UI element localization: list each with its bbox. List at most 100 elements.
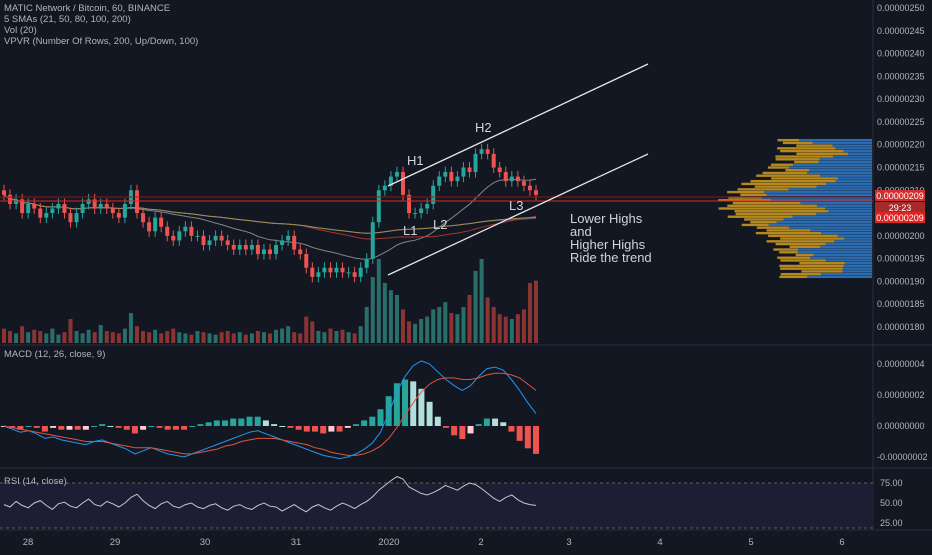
price-tick-label: 0.00000225 bbox=[877, 117, 925, 127]
vpvr-up-bar bbox=[820, 174, 872, 177]
vpvr-down-bar bbox=[770, 163, 794, 166]
candle-body bbox=[473, 153, 478, 173]
annotation-note-line-1[interactable]: Lower Highs bbox=[570, 211, 643, 226]
channel-upper-line[interactable] bbox=[387, 63, 649, 187]
volume-bar bbox=[521, 309, 526, 343]
candle-body bbox=[26, 203, 31, 214]
vpvr-up-bar bbox=[843, 149, 872, 153]
macd-histogram-bar bbox=[197, 424, 204, 426]
volume-bar bbox=[20, 326, 25, 343]
candle-body bbox=[527, 185, 532, 191]
volume-bar bbox=[280, 328, 285, 343]
volume-bar bbox=[110, 332, 115, 343]
vpvr-down-bar bbox=[756, 226, 790, 229]
sma-line bbox=[3, 194, 537, 234]
symbol-title[interactable]: MATIC Network / Bitcoin, 60, BINANCE bbox=[4, 3, 171, 14]
candle-body bbox=[503, 172, 508, 182]
volume-bar bbox=[534, 280, 538, 343]
vpvr-down-bar bbox=[779, 251, 798, 254]
volume-bar bbox=[225, 331, 230, 343]
volume-bar bbox=[346, 332, 351, 343]
rsi-panel[interactable] bbox=[3, 476, 537, 513]
vpvr-up-bar bbox=[766, 193, 872, 197]
volume-bar bbox=[358, 326, 363, 343]
candlesticks bbox=[2, 143, 538, 283]
vpvr-down-bar bbox=[754, 185, 817, 188]
vpvr-up-bar bbox=[816, 204, 872, 207]
volume-bar bbox=[328, 328, 333, 343]
volume-bar bbox=[509, 319, 514, 343]
vpvr-down-bar bbox=[779, 275, 808, 279]
time-tick-label: 5 bbox=[748, 537, 753, 548]
macd-tick-label: 0.00000002 bbox=[877, 390, 925, 400]
volume-bar bbox=[473, 271, 478, 343]
annotation-h1[interactable]: H1 bbox=[407, 153, 424, 168]
price-tick-label: 0.00000250 bbox=[877, 3, 925, 13]
vpvr-down-bar bbox=[740, 193, 767, 197]
macd-label[interactable]: MACD (12, 26, close, 9) bbox=[4, 349, 106, 360]
annotation-note-line-2[interactable]: and bbox=[570, 224, 592, 239]
candle-body bbox=[413, 213, 418, 215]
vpvr-up-bar bbox=[820, 245, 872, 248]
macd-panel[interactable] bbox=[1, 360, 539, 460]
vpvr-down-bar bbox=[728, 196, 762, 199]
candle-body bbox=[147, 222, 152, 232]
vpvr-up-bar bbox=[842, 270, 872, 273]
vpvr-down-bar bbox=[727, 190, 765, 194]
volume-bar bbox=[340, 329, 345, 343]
volume-bar bbox=[201, 332, 206, 343]
volume-bar bbox=[26, 332, 31, 343]
candle-body bbox=[50, 208, 55, 214]
candle-body bbox=[189, 226, 194, 236]
annotation-note-line-3[interactable]: Higher Highs bbox=[570, 237, 646, 252]
candle-body bbox=[237, 244, 242, 250]
volume-bar bbox=[304, 316, 309, 343]
annotation-note-line-4[interactable]: Ride the trend bbox=[570, 250, 652, 265]
volume-bar bbox=[407, 321, 412, 343]
candle-body bbox=[497, 167, 502, 173]
macd-histogram-bar bbox=[99, 424, 106, 426]
annotation-l1[interactable]: L1 bbox=[403, 223, 417, 238]
rsi-label[interactable]: RSI (14, close) bbox=[4, 476, 67, 487]
indicator-vpvr-label[interactable]: VPVR (Number Of Rows, 200, Up/Down, 100) bbox=[4, 36, 199, 47]
macd-histogram-bar bbox=[418, 388, 425, 426]
vpvr-down-bar bbox=[780, 237, 845, 240]
macd-histogram-bar bbox=[17, 426, 24, 430]
candle-body bbox=[165, 226, 170, 236]
time-axis[interactable]: 28 29 30 31 2020 2 3 4 5 6 bbox=[23, 537, 845, 548]
candle-body bbox=[141, 213, 146, 223]
volume-bar bbox=[515, 314, 520, 343]
annotation-l2[interactable]: L2 bbox=[433, 217, 447, 232]
macd-histogram-bar bbox=[402, 379, 409, 426]
macd-axis[interactable]: 0.00000004 0.00000002 0.00000000 -0.0000000… bbox=[877, 359, 928, 462]
volume-bar bbox=[425, 316, 430, 343]
candle-body bbox=[352, 272, 357, 277]
macd-histogram-bar bbox=[287, 426, 294, 428]
indicator-sma-label[interactable]: 5 SMAs (21, 50, 80, 100, 200) bbox=[4, 14, 131, 25]
annotation-l3[interactable]: L3 bbox=[509, 198, 523, 213]
volume-bar bbox=[8, 331, 13, 343]
volume-bar bbox=[249, 333, 254, 343]
indicator-vol-label[interactable]: Vol (20) bbox=[4, 25, 37, 36]
rsi-axis[interactable]: 75.00 50.00 25.00 bbox=[880, 478, 903, 528]
vpvr-down-bar bbox=[768, 234, 838, 238]
macd-histogram-bar bbox=[533, 426, 539, 454]
candle-body bbox=[425, 203, 430, 209]
time-tick-label: 4 bbox=[657, 537, 662, 548]
volume-bar bbox=[183, 333, 188, 343]
annotation-h2[interactable]: H2 bbox=[475, 120, 492, 135]
macd-histogram-bar bbox=[459, 426, 466, 440]
vpvr-up-bar bbox=[816, 185, 872, 188]
candle-body bbox=[491, 153, 496, 168]
candle-body bbox=[8, 194, 13, 204]
macd-histogram-bar bbox=[426, 401, 433, 426]
vpvr-up-bar bbox=[776, 220, 872, 224]
vpvr-up-bar bbox=[788, 188, 872, 191]
channel-lower-line[interactable] bbox=[387, 153, 649, 276]
candle-body bbox=[74, 213, 79, 223]
vpvr-down-bar bbox=[780, 149, 844, 153]
macd-histogram-bar bbox=[25, 426, 32, 427]
price-axis[interactable]: 0.00000180 0.00000185 0.00000190 0.00000195… bbox=[877, 3, 925, 332]
